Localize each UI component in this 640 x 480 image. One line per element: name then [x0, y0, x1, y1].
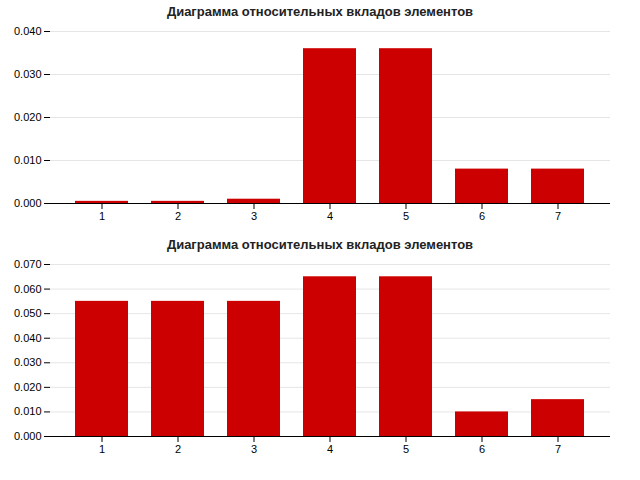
svg-text:1: 1	[99, 443, 105, 455]
svg-text:6: 6	[479, 443, 485, 455]
svg-text:5: 5	[403, 443, 409, 455]
svg-text:0.070: 0.070	[14, 258, 42, 270]
svg-text:2: 2	[175, 443, 181, 455]
svg-text:4: 4	[327, 210, 333, 222]
svg-text:7: 7	[555, 210, 561, 222]
html-text:Диаграмма относительных вкладо: Диаграмма относительных вкладов элементо…	[166, 237, 474, 252]
svg-text:0.000: 0.000	[14, 197, 42, 209]
svg-text:0.020: 0.020	[14, 111, 42, 123]
svg-text:5: 5	[403, 210, 409, 222]
svg-text:0.020: 0.020	[14, 381, 42, 393]
svg-text:0.060: 0.060	[14, 283, 42, 295]
svg-text:7: 7	[555, 443, 561, 455]
svg-text:4: 4	[327, 443, 333, 455]
svg-text:3: 3	[251, 443, 257, 455]
svg-text:3: 3	[251, 210, 257, 222]
svg-text:0.010: 0.010	[14, 154, 42, 166]
svg-text:0.010: 0.010	[14, 405, 42, 417]
svg-text:0.050: 0.050	[14, 307, 42, 319]
svg-text:1: 1	[99, 210, 105, 222]
svg-text:0.000: 0.000	[14, 430, 42, 442]
svg-text:0.040: 0.040	[14, 332, 42, 344]
svg-text:0.040: 0.040	[14, 25, 42, 37]
svg-text:0.030: 0.030	[14, 356, 42, 368]
svg-text:0.030: 0.030	[14, 68, 42, 80]
html-text:Диаграмма относительных вкладо: Диаграмма относительных вкладов элементо…	[166, 4, 474, 19]
svg-text:6: 6	[479, 210, 485, 222]
svg-text:2: 2	[175, 210, 181, 222]
